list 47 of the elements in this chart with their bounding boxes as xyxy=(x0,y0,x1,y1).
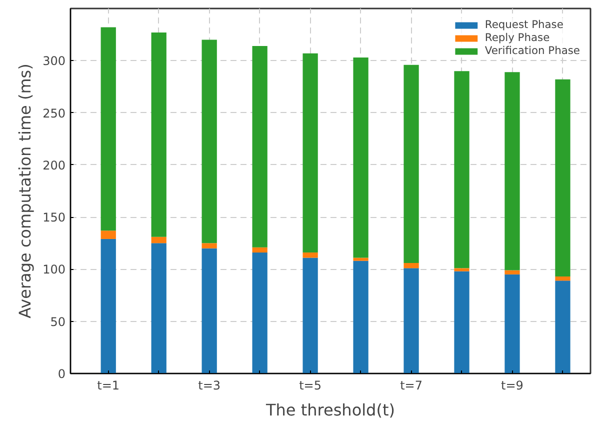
x-tick-label: t=9 xyxy=(501,378,524,392)
bar xyxy=(504,72,520,270)
legend-label: Verification Phase xyxy=(484,44,580,57)
y-tick-label: 250 xyxy=(42,106,66,120)
y-tick-label: 200 xyxy=(42,158,66,172)
bar xyxy=(252,247,268,253)
bar xyxy=(151,32,166,237)
y-axis-title: Average computation time (ms) xyxy=(16,64,35,318)
bar xyxy=(504,274,520,374)
y-tick-label: 50 xyxy=(50,314,66,329)
bar xyxy=(555,276,570,281)
bar xyxy=(302,252,318,258)
bar xyxy=(454,271,470,374)
bar xyxy=(555,79,570,277)
bar xyxy=(404,262,419,268)
bar xyxy=(100,238,116,374)
bar xyxy=(353,260,368,374)
bar xyxy=(151,243,166,374)
y-tick-label: 0 xyxy=(58,367,66,381)
bar xyxy=(252,252,268,374)
bar xyxy=(202,243,217,248)
x-axis-title: The threshold(t) xyxy=(265,400,395,420)
x-tick-label: t=3 xyxy=(198,378,221,392)
bar xyxy=(555,280,570,374)
x-tick-label: t=7 xyxy=(400,378,422,392)
bar xyxy=(252,46,268,248)
x-tick-label: t=1 xyxy=(97,378,120,392)
legend-label: Request Phase xyxy=(484,18,564,31)
y-tick-label: 100 xyxy=(42,262,66,277)
bar xyxy=(100,230,116,239)
bar xyxy=(353,58,368,258)
bar xyxy=(404,268,419,374)
x-tick-label: t=5 xyxy=(299,378,322,392)
bar xyxy=(151,236,166,244)
bar xyxy=(302,258,318,374)
bar xyxy=(100,27,116,231)
bar xyxy=(504,270,520,274)
bar xyxy=(454,71,470,268)
y-tick-label: 300 xyxy=(42,54,66,68)
bar xyxy=(302,53,318,253)
bar xyxy=(454,268,470,272)
bar xyxy=(404,64,419,263)
bar xyxy=(202,248,217,374)
legend-label: Reply Phase xyxy=(484,31,550,44)
y-tick-label: 150 xyxy=(42,210,66,225)
bar xyxy=(202,40,217,244)
bar xyxy=(353,258,368,261)
